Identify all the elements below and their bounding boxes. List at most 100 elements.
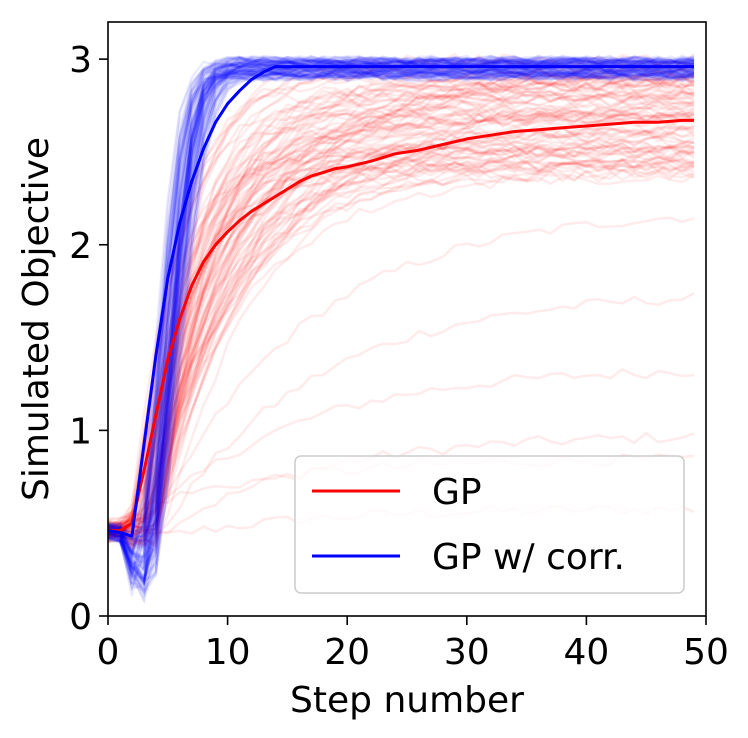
gp-run-line	[108, 74, 695, 538]
gp-run-line	[108, 167, 695, 554]
gp-corr-run-line	[108, 58, 695, 583]
gp-corr-run-line	[108, 68, 695, 543]
gp-run-line	[108, 161, 695, 541]
gp-corr-run-line	[108, 58, 695, 583]
gp-corr-run-line	[108, 70, 695, 566]
gp-run-line	[108, 104, 695, 542]
x-tick-label: 50	[683, 632, 729, 673]
gp-run-line	[108, 75, 695, 537]
gp-run-line	[108, 109, 695, 544]
gp-corr-run-line	[108, 56, 695, 541]
gp-corr-run-line	[108, 65, 695, 534]
gp-run-line	[108, 141, 695, 533]
gp-corr-run-line	[108, 54, 695, 585]
gp-run-line	[108, 144, 695, 538]
gp-run-line	[108, 89, 695, 544]
gp-run-line	[108, 80, 695, 521]
gp-run-line	[108, 110, 695, 550]
gp-corr-run-line	[108, 62, 695, 561]
gp-corr-run-line	[108, 71, 695, 593]
gp-run-line	[108, 141, 695, 542]
gp-corr-run-line	[108, 69, 695, 551]
gp-run-line	[108, 127, 695, 551]
gp-run-line	[108, 158, 695, 536]
gp-corr-run-line	[108, 65, 695, 564]
gp-corr-run-line	[108, 59, 695, 571]
gp-corr-run-line	[108, 58, 695, 585]
y-tick-label: 1	[69, 411, 92, 452]
gp-corr-run-line	[108, 73, 695, 575]
legend-label-gp-corr: GP w/ corr.	[432, 537, 625, 578]
gp-corr-run-line	[108, 70, 695, 594]
gp-run-line	[108, 111, 695, 529]
gp-run-line	[108, 216, 695, 545]
x-tick-label: 10	[205, 632, 251, 673]
x-tick-label: 40	[563, 632, 609, 673]
legend-label-gp: GP	[432, 472, 482, 513]
gp-corr-run-line	[108, 66, 695, 566]
gp-run-line	[108, 158, 695, 542]
gp-run-line	[108, 107, 695, 536]
gp-corr-run-line	[108, 63, 695, 559]
gp-run-line	[108, 150, 695, 537]
gp-run-line	[108, 74, 695, 537]
gp-run-line	[108, 169, 695, 521]
gp-corr-run-line	[108, 59, 695, 577]
gp-corr-run-line	[108, 67, 695, 547]
gp-run-line	[108, 96, 695, 540]
gp-corr-run-line	[108, 62, 695, 565]
gp-corr-run-line	[108, 72, 695, 551]
gp-run-line	[108, 105, 695, 543]
gp-corr-run-line	[108, 68, 695, 571]
gp-corr-run-line	[108, 66, 695, 564]
gp-corr-run-line	[108, 70, 695, 580]
gp-corr-run-line	[108, 55, 695, 569]
gp-run-line	[108, 85, 695, 532]
gp-run-line	[108, 89, 695, 544]
gp-run-line	[108, 73, 695, 537]
gp-run-line	[108, 72, 695, 537]
gp-run-line	[108, 168, 695, 545]
gp-corr-run-line	[108, 68, 695, 598]
gp-corr-run-line	[108, 56, 695, 586]
gp-corr-run-line	[108, 55, 695, 580]
gp-run-line	[108, 82, 695, 544]
gp-corr-run-line	[108, 57, 695, 580]
gp-corr-run-line	[108, 66, 695, 536]
gp-run-line	[108, 173, 695, 543]
gp-corr-run-line	[108, 57, 695, 571]
gp-corr-run-line	[108, 68, 694, 541]
gp-run-line	[108, 80, 695, 538]
gp-run-line	[108, 88, 695, 543]
gp-corr-run-line	[108, 63, 695, 577]
gp-run-line	[108, 133, 695, 546]
gp-corr-run-line	[108, 59, 695, 578]
gp-corr-run-line	[108, 54, 695, 547]
gp-run-line	[108, 128, 695, 538]
gp-run-line	[108, 93, 695, 533]
gp-run-line	[108, 107, 695, 549]
gp-run-line	[108, 91, 695, 531]
gp-corr-run-line	[108, 55, 695, 597]
gp-run-line	[108, 125, 695, 535]
gp-run-line	[108, 72, 695, 531]
gp-run-line	[108, 103, 695, 526]
gp-corr-run-line	[108, 58, 695, 562]
gp-run-line	[108, 158, 695, 540]
gp-corr-run-line	[108, 72, 695, 584]
gp-corr-run-line	[108, 70, 695, 587]
x-tick-label: 20	[324, 632, 370, 673]
gp-run-line	[108, 94, 695, 525]
gp-corr-run-line	[108, 57, 695, 582]
gp-run-line	[108, 66, 695, 539]
gp-run-line	[108, 149, 695, 529]
x-tick-label: 30	[444, 632, 490, 673]
gp-run-line	[108, 150, 695, 535]
gp-corr-run-line	[108, 72, 694, 585]
gp-corr-run-line	[108, 57, 695, 540]
gp-run-line	[108, 86, 695, 539]
gp-run-line	[108, 110, 695, 531]
x-tick-label: 0	[97, 632, 120, 673]
gp-run-line	[108, 99, 695, 540]
